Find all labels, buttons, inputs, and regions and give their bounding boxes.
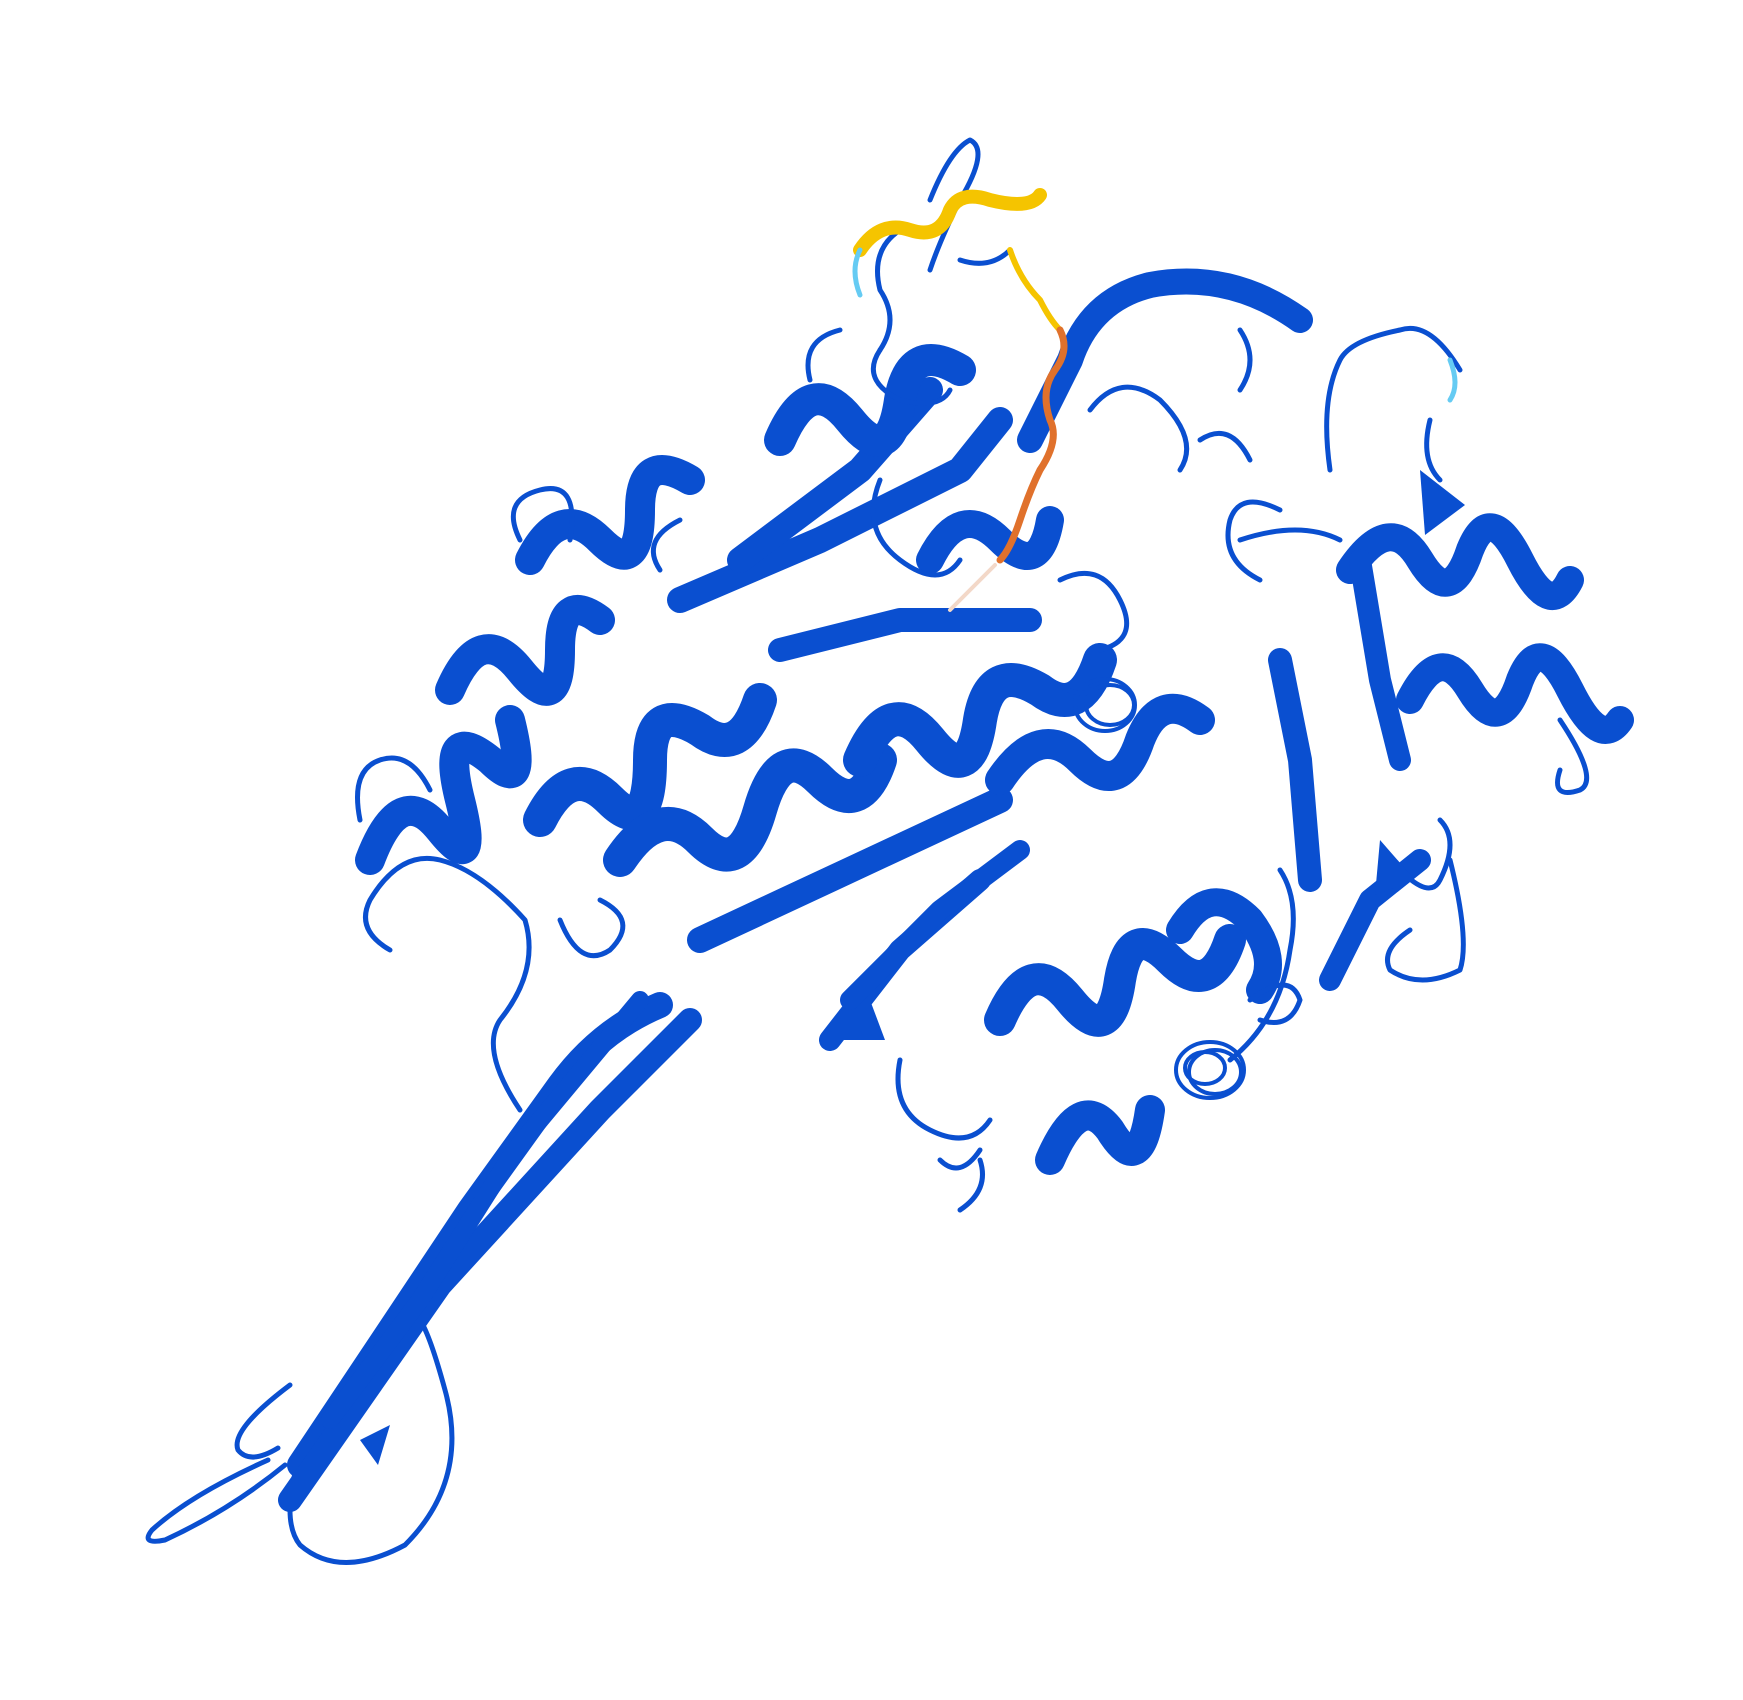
lower-right-cluster: [895, 867, 1303, 1213]
central-helices: [764, 344, 1215, 795]
strand-arrowheads: [360, 470, 1465, 1465]
right-helical-lobe: [1087, 325, 1634, 991]
low-confidence-segment: [853, 188, 1063, 333]
confident-segments: [852, 247, 1458, 403]
central-beta-sheet: [667, 268, 1313, 1051]
very-low-confidence-segment: [948, 326, 1068, 612]
beta-hairpin-extension: [145, 855, 702, 1565]
left-helical-lobe: [355, 455, 897, 959]
top-loops: [805, 137, 1013, 406]
